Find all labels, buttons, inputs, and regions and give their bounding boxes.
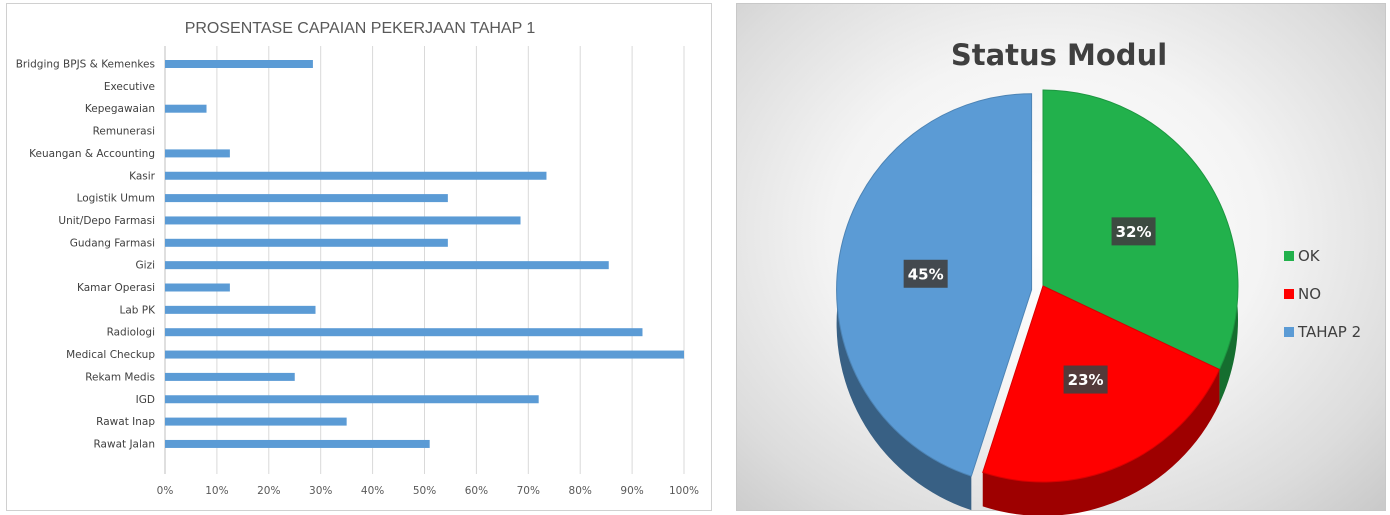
data-label: 23% (1068, 371, 1104, 389)
x-tick-label: 20% (257, 485, 280, 497)
bar (165, 216, 521, 225)
x-tick-label: 0% (157, 485, 174, 497)
x-tick-label: 80% (569, 485, 592, 497)
category-label: Keuangan & Accounting (29, 148, 155, 160)
bar (165, 60, 313, 68)
bar (165, 238, 448, 247)
bar (165, 104, 207, 113)
bar (165, 417, 347, 426)
x-tick-label: 60% (465, 485, 488, 497)
category-label: Lab PK (119, 304, 156, 316)
bar-chart: PROSENTASE CAPAIAN PEKERJAAN TAHAP 1 0% 10… (16, 20, 699, 497)
legend-swatch (1284, 251, 1294, 261)
bar (165, 149, 230, 158)
pie-chart: Status Modul 32% 23% 45% OK NO TAHAP 2 (836, 38, 1361, 515)
bar (165, 439, 430, 448)
chart-title: Status Modul (951, 38, 1167, 72)
category-label: Rekam Medis (85, 371, 155, 383)
legend-label: OK (1298, 247, 1321, 265)
bar (165, 350, 684, 359)
x-tick-label: 100% (669, 485, 699, 497)
data-label: 32% (1116, 223, 1152, 241)
data-label: 45% (908, 265, 944, 283)
x-tick-label: 40% (361, 485, 384, 497)
data-label-box (1063, 365, 1108, 394)
category-label: Bridging BPJS & Kemenkes (16, 59, 155, 71)
x-tick-label: 10% (205, 485, 228, 497)
category-label: Rawat Jalan (93, 438, 155, 450)
category-label: Unit/Depo Farmasi (58, 215, 155, 227)
bar (165, 171, 547, 180)
legend-label: TAHAP 2 (1297, 323, 1361, 341)
category-label: Executive (104, 81, 155, 93)
bar (165, 328, 643, 337)
bar (165, 372, 295, 381)
category-label: Rawat Inap (96, 416, 155, 428)
data-label-box (903, 259, 948, 288)
bar (165, 305, 316, 314)
category-label: Radiologi (107, 327, 155, 339)
category-label: Gizi (136, 260, 155, 272)
x-tick-label: 50% (413, 485, 436, 497)
category-label: Medical Checkup (66, 349, 155, 361)
category-label: Kepegawaian (85, 103, 155, 115)
pie-slice-side (982, 369, 1220, 515)
bar (165, 395, 539, 404)
legend-swatch (1284, 289, 1294, 299)
category-label: Gudang Farmasi (70, 237, 155, 249)
pie-chart-panel: Status Modul 32% 23% 45% OK NO TAHAP 2 (736, 3, 1386, 515)
category-label: Kamar Operasi (77, 282, 155, 294)
data-label-box (1111, 217, 1156, 246)
category-label: Remunerasi (93, 126, 155, 138)
category-label: IGD (136, 394, 155, 406)
bar (165, 261, 609, 270)
x-tick-label: 70% (517, 485, 540, 497)
bar-chart-panel: PROSENTASE CAPAIAN PEKERJAAN TAHAP 1 0% 10… (6, 3, 712, 511)
bar (165, 283, 230, 292)
x-tick-label: 90% (620, 485, 643, 497)
x-tick-label: 30% (309, 485, 332, 497)
legend-swatch (1284, 327, 1294, 337)
category-label: Logistik Umum (77, 193, 155, 205)
legend-label: NO (1298, 285, 1321, 303)
bar (165, 194, 448, 203)
category-label: Kasir (129, 170, 156, 182)
chart-title: PROSENTASE CAPAIAN PEKERJAAN TAHAP 1 (185, 20, 536, 37)
